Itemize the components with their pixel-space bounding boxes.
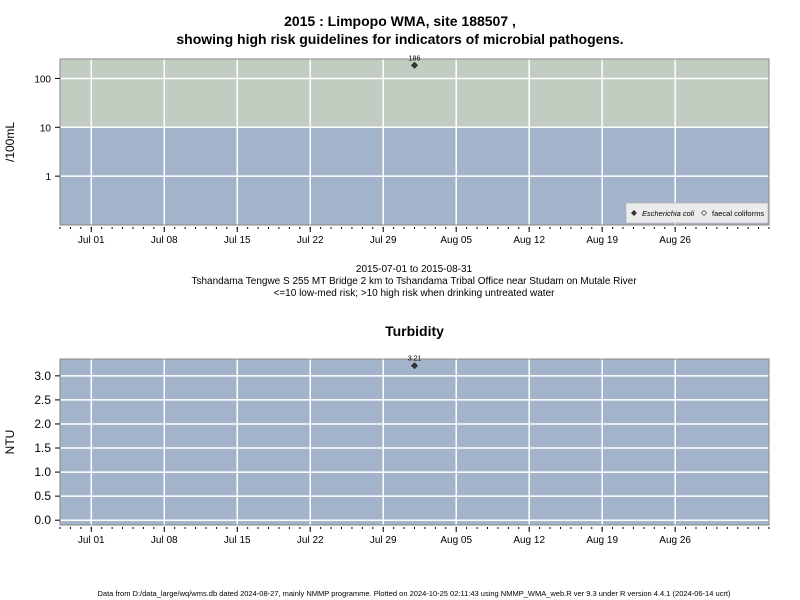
- chart-2-xtick-label-6: Aug 12: [513, 535, 545, 546]
- chart-1-xtick-label-6: Aug 12: [513, 235, 545, 246]
- chart-2-xtick-label-3: Jul 22: [297, 535, 324, 546]
- chart-2-title: Turbidity: [385, 323, 444, 339]
- chart-1-frame: [59, 58, 770, 226]
- chart-1-point-label-0-0: 186: [409, 55, 421, 62]
- chart-1-ytick-label-0: 1: [45, 172, 51, 183]
- chart-1-xtick-label-3: Jul 22: [297, 235, 324, 246]
- data-source-footer: Data from D:/data_large/wq/wms.db dated …: [97, 589, 731, 598]
- chart-2-xtick-label-8: Aug 26: [659, 535, 691, 546]
- chart-title-line1: 2015 : Limpopo WMA, site 188507 ,: [284, 13, 516, 29]
- chart-2-xtick-label-5: Aug 05: [440, 535, 472, 546]
- chart-1-legend-label-1: faecal coliforms: [712, 209, 764, 218]
- chart-1-xtick-label-2: Jul 15: [224, 235, 251, 246]
- chart-2-band-0: [60, 359, 769, 525]
- chart-1-xtick-label-4: Jul 29: [370, 235, 397, 246]
- chart-2-xtick-label-4: Jul 29: [370, 535, 397, 546]
- chart-2-point-label-0-0: 3.21: [408, 356, 422, 363]
- chart-1-xtick-label-7: Aug 19: [586, 235, 618, 246]
- chart-1-legend-label-0: Escherichia coli: [642, 209, 694, 218]
- chart-1-xtick-label-8: Aug 26: [659, 235, 691, 246]
- chart-2-ytick-label-0: 0.0: [34, 513, 51, 527]
- chart-1-ylabel: /100mL: [3, 122, 17, 162]
- chart-1-xtick-label-0: Jul 01: [78, 235, 105, 246]
- chart-2-ytick-label-5: 2.5: [34, 393, 51, 407]
- chart-2-ylabel: NTU: [3, 430, 17, 455]
- chart-1-xtick-label-1: Jul 08: [151, 235, 178, 246]
- chart-2-xtick-label-1: Jul 08: [151, 535, 178, 546]
- chart-1-ytick-label-2: 100: [34, 74, 51, 85]
- chart-1-xtick-label-5: Aug 05: [440, 235, 472, 246]
- chart-2-point-0-0: [410, 362, 419, 370]
- chart-1-legend-marker-1: [701, 210, 707, 216]
- chart-1-ytick-label-1: 10: [40, 123, 52, 134]
- chart-2-xtick-label-7: Aug 19: [586, 535, 618, 546]
- date-range-caption: 2015-07-01 to 2015-08-31: [355, 264, 473, 275]
- chart-2-ytick-label-3: 1.5: [34, 441, 51, 455]
- chart-title-line2: showing high risk guidelines for indicat…: [176, 31, 624, 47]
- chart-2-xtick-label-2: Jul 15: [224, 535, 251, 546]
- chart-2-ytick-label-2: 1.0: [34, 465, 51, 479]
- chart-2-ytick-label-1: 0.5: [34, 489, 51, 503]
- chart-2-xtick-label-0: Jul 01: [78, 535, 105, 546]
- risk-guideline-caption: <=10 low-med risk; >10 high risk when dr…: [273, 288, 555, 299]
- site-description-caption: Tshandama Tengwe S 255 MT Bridge 2 km to…: [191, 276, 637, 287]
- ecoli-chart: 1 10 100/100mL Jul 01 Jul 08 Jul 15 Jul 22 Jul …: [3, 55, 770, 246]
- chart-2-ytick-label-4: 2.0: [34, 417, 51, 431]
- chart-2-ytick-label-6: 3.0: [34, 369, 51, 383]
- chart-1-legend-marker-0: [631, 210, 637, 216]
- chart-1-legend-box: [625, 202, 769, 224]
- chart-1-point-0-0: [410, 61, 419, 69]
- chart-2-frame: [59, 358, 770, 526]
- chart-1-band-1: [60, 59, 769, 128]
